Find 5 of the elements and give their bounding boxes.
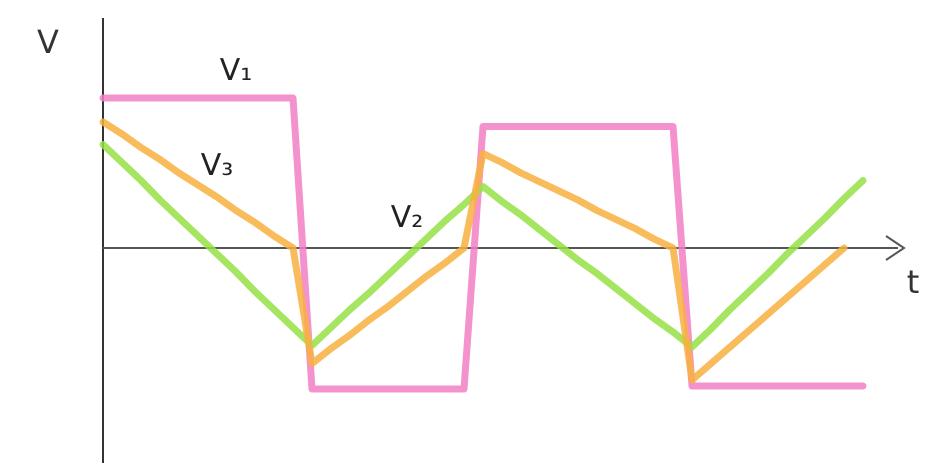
series-label: V₁: [220, 53, 252, 88]
y-axis-title: V: [37, 23, 60, 61]
series-label: V₂: [390, 200, 424, 235]
x-axis-title: t: [906, 263, 920, 301]
series-label: V₃: [200, 148, 234, 183]
